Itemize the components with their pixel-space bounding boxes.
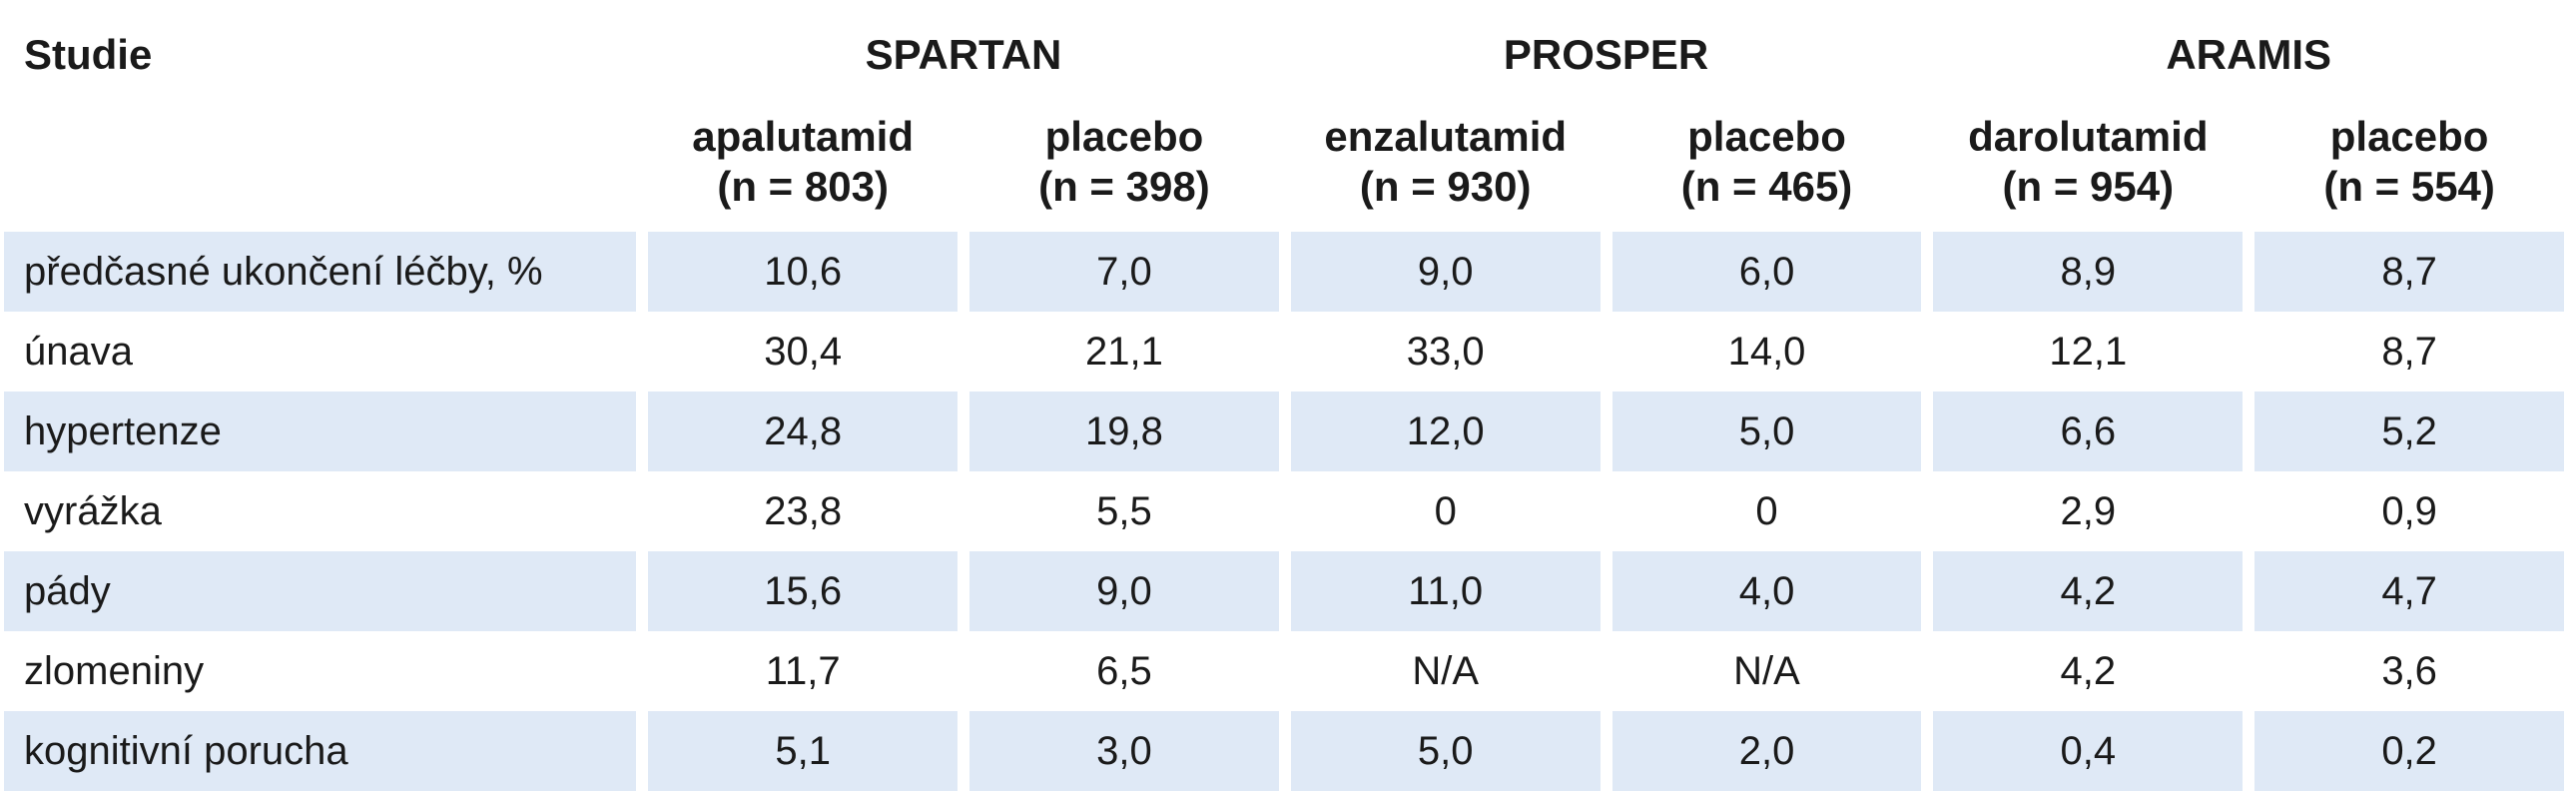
- table-cell: 4,2: [1933, 631, 2244, 711]
- row-label: kognitivní porucha: [4, 711, 637, 791]
- table-row: zlomeniny 11,7 6,5 N/A N/A 4,2 3,6: [4, 631, 2564, 711]
- table-cell: 0,4: [1933, 711, 2244, 791]
- table-cell: 14,0: [1611, 312, 1922, 392]
- arm-name: enzalutamid: [1324, 113, 1568, 160]
- table-cell: 6,5: [969, 631, 1279, 711]
- arm-header-empty: [4, 110, 636, 232]
- arm-header-apalutamid: apalutamid (n = 803): [648, 110, 958, 232]
- table-row: pády 15,6 9,0 11,0 4,0 4,2 4,7: [4, 551, 2564, 631]
- table-cell: 7,0: [969, 232, 1279, 312]
- row-label: hypertenze: [4, 392, 637, 471]
- row-label: únava: [4, 312, 637, 392]
- table-cell: 5,2: [2254, 392, 2564, 471]
- table-cell: 15,6: [648, 551, 959, 631]
- table-cell: 2,9: [1933, 471, 2244, 551]
- table-cell: 0: [1611, 471, 1922, 551]
- table-cell: 24,8: [648, 392, 959, 471]
- arm-n: (n = 554): [2323, 163, 2495, 210]
- arm-name: darolutamid: [1968, 113, 2209, 160]
- trial-header-spartan: SPARTAN: [865, 31, 1062, 78]
- table-cell: 11,0: [1290, 551, 1601, 631]
- table-cell: 0,9: [2254, 471, 2564, 551]
- table-cell: 6,0: [1611, 232, 1922, 312]
- table-cell: 0,2: [2254, 711, 2564, 791]
- trial-header-prosper: PROSPER: [1503, 31, 1709, 78]
- arm-header-row: apalutamid (n = 803) placebo (n = 398) e…: [4, 110, 2564, 232]
- table-cell: 5,0: [1290, 711, 1601, 791]
- arm-header-enzalutamid: enzalutamid (n = 930): [1291, 110, 1601, 232]
- table-cell: 12,1: [1933, 312, 2244, 392]
- table-cell: 30,4: [648, 312, 959, 392]
- arm-name: placebo: [1044, 113, 1204, 160]
- row-label: zlomeniny: [4, 631, 637, 711]
- studie-header: Studie: [24, 31, 153, 78]
- table-cell: 5,0: [1611, 392, 1922, 471]
- arm-name: apalutamid: [692, 113, 914, 160]
- row-label: předčasné ukončení léčby, %: [4, 232, 637, 312]
- table-cell: 4,0: [1611, 551, 1922, 631]
- row-label: vyrážka: [4, 471, 637, 551]
- arm-n: (n = 465): [1680, 163, 1853, 210]
- arm-header-placebo-spartan: placebo (n = 398): [969, 110, 1279, 232]
- arm-header-placebo-aramis: placebo (n = 554): [2254, 110, 2564, 232]
- table-cell: 9,0: [1290, 232, 1601, 312]
- table-cell: 5,5: [969, 471, 1279, 551]
- table-cell: 33,0: [1290, 312, 1601, 392]
- arm-n: (n = 930): [1359, 163, 1532, 210]
- table-cell: 11,7: [648, 631, 959, 711]
- arm-header-placebo-prosper: placebo (n = 465): [1612, 110, 1922, 232]
- table-row: kognitivní porucha 5,1 3,0 5,0 2,0 0,4 0…: [4, 711, 2564, 791]
- table-row: hypertenze 24,8 19,8 12,0 5,0 6,6 5,2: [4, 392, 2564, 471]
- table-row: únava 30,4 21,1 33,0 14,0 12,1 8,7: [4, 312, 2564, 392]
- table-cell: 8,9: [1933, 232, 2244, 312]
- table-cell: 12,0: [1290, 392, 1601, 471]
- table-row: vyrážka 23,8 5,5 0 0 2,9 0,9: [4, 471, 2564, 551]
- table-cell: 2,0: [1611, 711, 1922, 791]
- arm-n: (n = 398): [1038, 163, 1210, 210]
- table-cell: 21,1: [969, 312, 1279, 392]
- table-cell: 19,8: [969, 392, 1279, 471]
- table-cell: 6,6: [1933, 392, 2244, 471]
- arm-name: placebo: [1687, 113, 1846, 160]
- table-cell: N/A: [1611, 631, 1922, 711]
- table-cell: 4,2: [1933, 551, 2244, 631]
- table-cell: 0: [1290, 471, 1601, 551]
- table-cell: 5,1: [648, 711, 959, 791]
- table-cell: 10,6: [648, 232, 959, 312]
- table-cell: 9,0: [969, 551, 1279, 631]
- arm-n: (n = 803): [717, 163, 889, 210]
- trial-header-row: Studie SPARTAN PROSPER ARAMIS: [4, 0, 2564, 110]
- table-cell: 23,8: [648, 471, 959, 551]
- arm-name: placebo: [2329, 113, 2489, 160]
- table-cell: 3,6: [2254, 631, 2564, 711]
- table-cell: 4,7: [2254, 551, 2564, 631]
- row-label: pády: [4, 551, 637, 631]
- table-cell: 8,7: [2254, 312, 2564, 392]
- arm-n: (n = 954): [2002, 163, 2175, 210]
- table-cell: N/A: [1290, 631, 1601, 711]
- arm-header-darolutamid: darolutamid (n = 954): [1933, 110, 2243, 232]
- table-cell: 8,7: [2254, 232, 2564, 312]
- table-cell: 3,0: [969, 711, 1279, 791]
- table-row: předčasné ukončení léčby, % 10,6 7,0 9,0…: [4, 232, 2564, 312]
- trial-header-aramis: ARAMIS: [2166, 31, 2332, 78]
